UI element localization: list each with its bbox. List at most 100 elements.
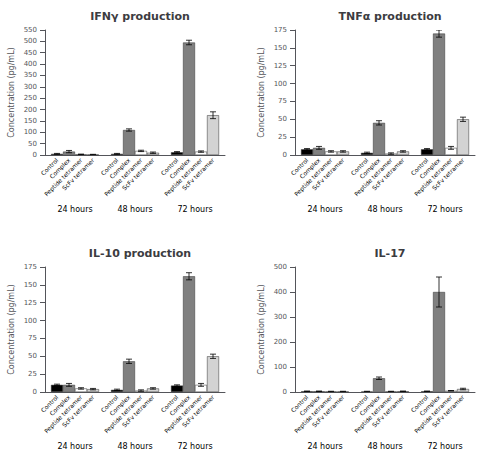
- svg-text:48 hours: 48 hours: [367, 442, 402, 451]
- svg-text:Peptide tetramer: Peptide tetramer: [42, 393, 84, 435]
- svg-text:Control: Control: [99, 156, 120, 177]
- svg-text:ScFv tetramer: ScFv tetramer: [311, 156, 346, 191]
- svg-text:0: 0: [283, 388, 287, 396]
- svg-text:48 hours: 48 hours: [117, 205, 152, 214]
- svg-text:72 hours: 72 hours: [177, 442, 212, 451]
- svg-text:72 hours: 72 hours: [427, 442, 462, 451]
- svg-text:48 hours: 48 hours: [367, 205, 402, 214]
- svg-text:Control: Control: [39, 156, 60, 177]
- svg-text:Peptide tetramer: Peptide tetramer: [352, 156, 394, 198]
- svg-text:200: 200: [24, 106, 37, 114]
- svg-text:175: 175: [24, 263, 37, 271]
- svg-text:150: 150: [274, 44, 287, 52]
- svg-text:Peptide tetramer: Peptide tetramer: [42, 156, 84, 198]
- svg-text:Control: Control: [159, 393, 180, 414]
- svg-text:ScFv tetramer: ScFv tetramer: [121, 393, 156, 428]
- svg-text:Peptide tetramer: Peptide tetramer: [162, 393, 204, 435]
- svg-text:Control: Control: [159, 156, 180, 177]
- svg-text:100: 100: [274, 80, 287, 88]
- svg-text:Control: Control: [99, 393, 120, 414]
- svg-text:Complex: Complex: [48, 156, 72, 180]
- svg-text:50: 50: [28, 140, 37, 148]
- svg-text:Concentration (pg/mL): Concentration (pg/mL): [7, 47, 16, 137]
- svg-text:IL-17: IL-17: [375, 247, 406, 260]
- svg-text:100: 100: [24, 128, 37, 136]
- svg-text:25: 25: [28, 370, 37, 378]
- svg-text:300: 300: [24, 83, 37, 91]
- svg-text:Control: Control: [409, 156, 430, 177]
- svg-text:500: 500: [274, 263, 287, 271]
- svg-text:24 hours: 24 hours: [307, 442, 342, 451]
- svg-text:Complex: Complex: [168, 393, 192, 417]
- svg-text:Peptide tetramer: Peptide tetramer: [352, 393, 394, 435]
- svg-text:Complex: Complex: [358, 156, 382, 180]
- svg-text:Peptide tetramer: Peptide tetramer: [292, 393, 334, 435]
- svg-text:Control: Control: [289, 393, 310, 414]
- svg-text:24 hours: 24 hours: [57, 442, 92, 451]
- svg-text:25: 25: [278, 133, 287, 141]
- svg-text:Peptide tetramer: Peptide tetramer: [102, 393, 144, 435]
- svg-text:450: 450: [24, 49, 37, 57]
- svg-text:500: 500: [24, 37, 37, 45]
- svg-text:125: 125: [274, 62, 287, 70]
- svg-text:IL-10 production: IL-10 production: [89, 247, 191, 260]
- svg-text:125: 125: [24, 299, 37, 307]
- svg-text:ScFv tetramer: ScFv tetramer: [181, 156, 216, 191]
- svg-text:250: 250: [24, 94, 37, 102]
- svg-text:75: 75: [278, 97, 287, 105]
- svg-text:400: 400: [274, 288, 287, 296]
- svg-text:ScFv tetramer: ScFv tetramer: [61, 393, 96, 428]
- svg-text:Complex: Complex: [108, 156, 132, 180]
- svg-text:72 hours: 72 hours: [427, 205, 462, 214]
- svg-text:Peptide tetramer: Peptide tetramer: [102, 156, 144, 198]
- svg-text:Complex: Complex: [48, 393, 72, 417]
- svg-text:200: 200: [274, 338, 287, 346]
- svg-text:Concentration (pg/mL): Concentration (pg/mL): [7, 284, 16, 374]
- svg-text:ScFv tetramer: ScFv tetramer: [61, 156, 96, 191]
- svg-text:0: 0: [33, 388, 37, 396]
- svg-text:24 hours: 24 hours: [57, 205, 92, 214]
- svg-text:TNFα production: TNFα production: [338, 10, 441, 23]
- svg-text:Peptide tetramer: Peptide tetramer: [292, 156, 334, 198]
- svg-text:400: 400: [24, 60, 37, 68]
- svg-text:ScFv tetramer: ScFv tetramer: [311, 393, 346, 428]
- svg-text:Peptide tetramer: Peptide tetramer: [412, 393, 454, 435]
- svg-text:ScFv tetramer: ScFv tetramer: [181, 393, 216, 428]
- svg-text:75: 75: [28, 334, 37, 342]
- svg-text:Complex: Complex: [298, 393, 322, 417]
- svg-text:0: 0: [283, 151, 287, 159]
- svg-text:Peptide tetramer: Peptide tetramer: [412, 156, 454, 198]
- svg-text:150: 150: [24, 281, 37, 289]
- svg-text:550: 550: [24, 26, 37, 34]
- svg-text:ScFv tetramer: ScFv tetramer: [371, 156, 406, 191]
- svg-text:100: 100: [24, 317, 37, 325]
- svg-text:Control: Control: [39, 393, 60, 414]
- svg-text:300: 300: [274, 313, 287, 321]
- svg-text:Complex: Complex: [418, 393, 442, 417]
- svg-text:Concentration (pg/mL): Concentration (pg/mL): [257, 284, 266, 374]
- svg-text:Peptide tetramer: Peptide tetramer: [162, 156, 204, 198]
- svg-text:24 hours: 24 hours: [307, 205, 342, 214]
- svg-text:Control: Control: [289, 156, 310, 177]
- svg-text:48 hours: 48 hours: [117, 442, 152, 451]
- svg-text:Complex: Complex: [358, 393, 382, 417]
- svg-text:150: 150: [24, 117, 37, 125]
- svg-text:Complex: Complex: [168, 156, 192, 180]
- svg-text:50: 50: [278, 115, 287, 123]
- svg-text:Concentration (pg/mL): Concentration (pg/mL): [257, 47, 266, 137]
- svg-text:Control: Control: [349, 156, 370, 177]
- svg-text:ScFv tetramer: ScFv tetramer: [431, 156, 466, 191]
- svg-text:175: 175: [274, 26, 287, 34]
- svg-text:IFNγ production: IFNγ production: [90, 10, 190, 23]
- svg-text:ScFv tetramer: ScFv tetramer: [431, 393, 466, 428]
- svg-text:0: 0: [33, 151, 37, 159]
- svg-text:Complex: Complex: [108, 393, 132, 417]
- svg-text:Complex: Complex: [298, 156, 322, 180]
- svg-text:ScFv tetramer: ScFv tetramer: [371, 393, 406, 428]
- svg-text:ScFv tetramer: ScFv tetramer: [121, 156, 156, 191]
- svg-text:72 hours: 72 hours: [177, 205, 212, 214]
- svg-text:100: 100: [274, 363, 287, 371]
- svg-text:350: 350: [24, 71, 37, 79]
- svg-text:50: 50: [28, 352, 37, 360]
- svg-text:Complex: Complex: [418, 156, 442, 180]
